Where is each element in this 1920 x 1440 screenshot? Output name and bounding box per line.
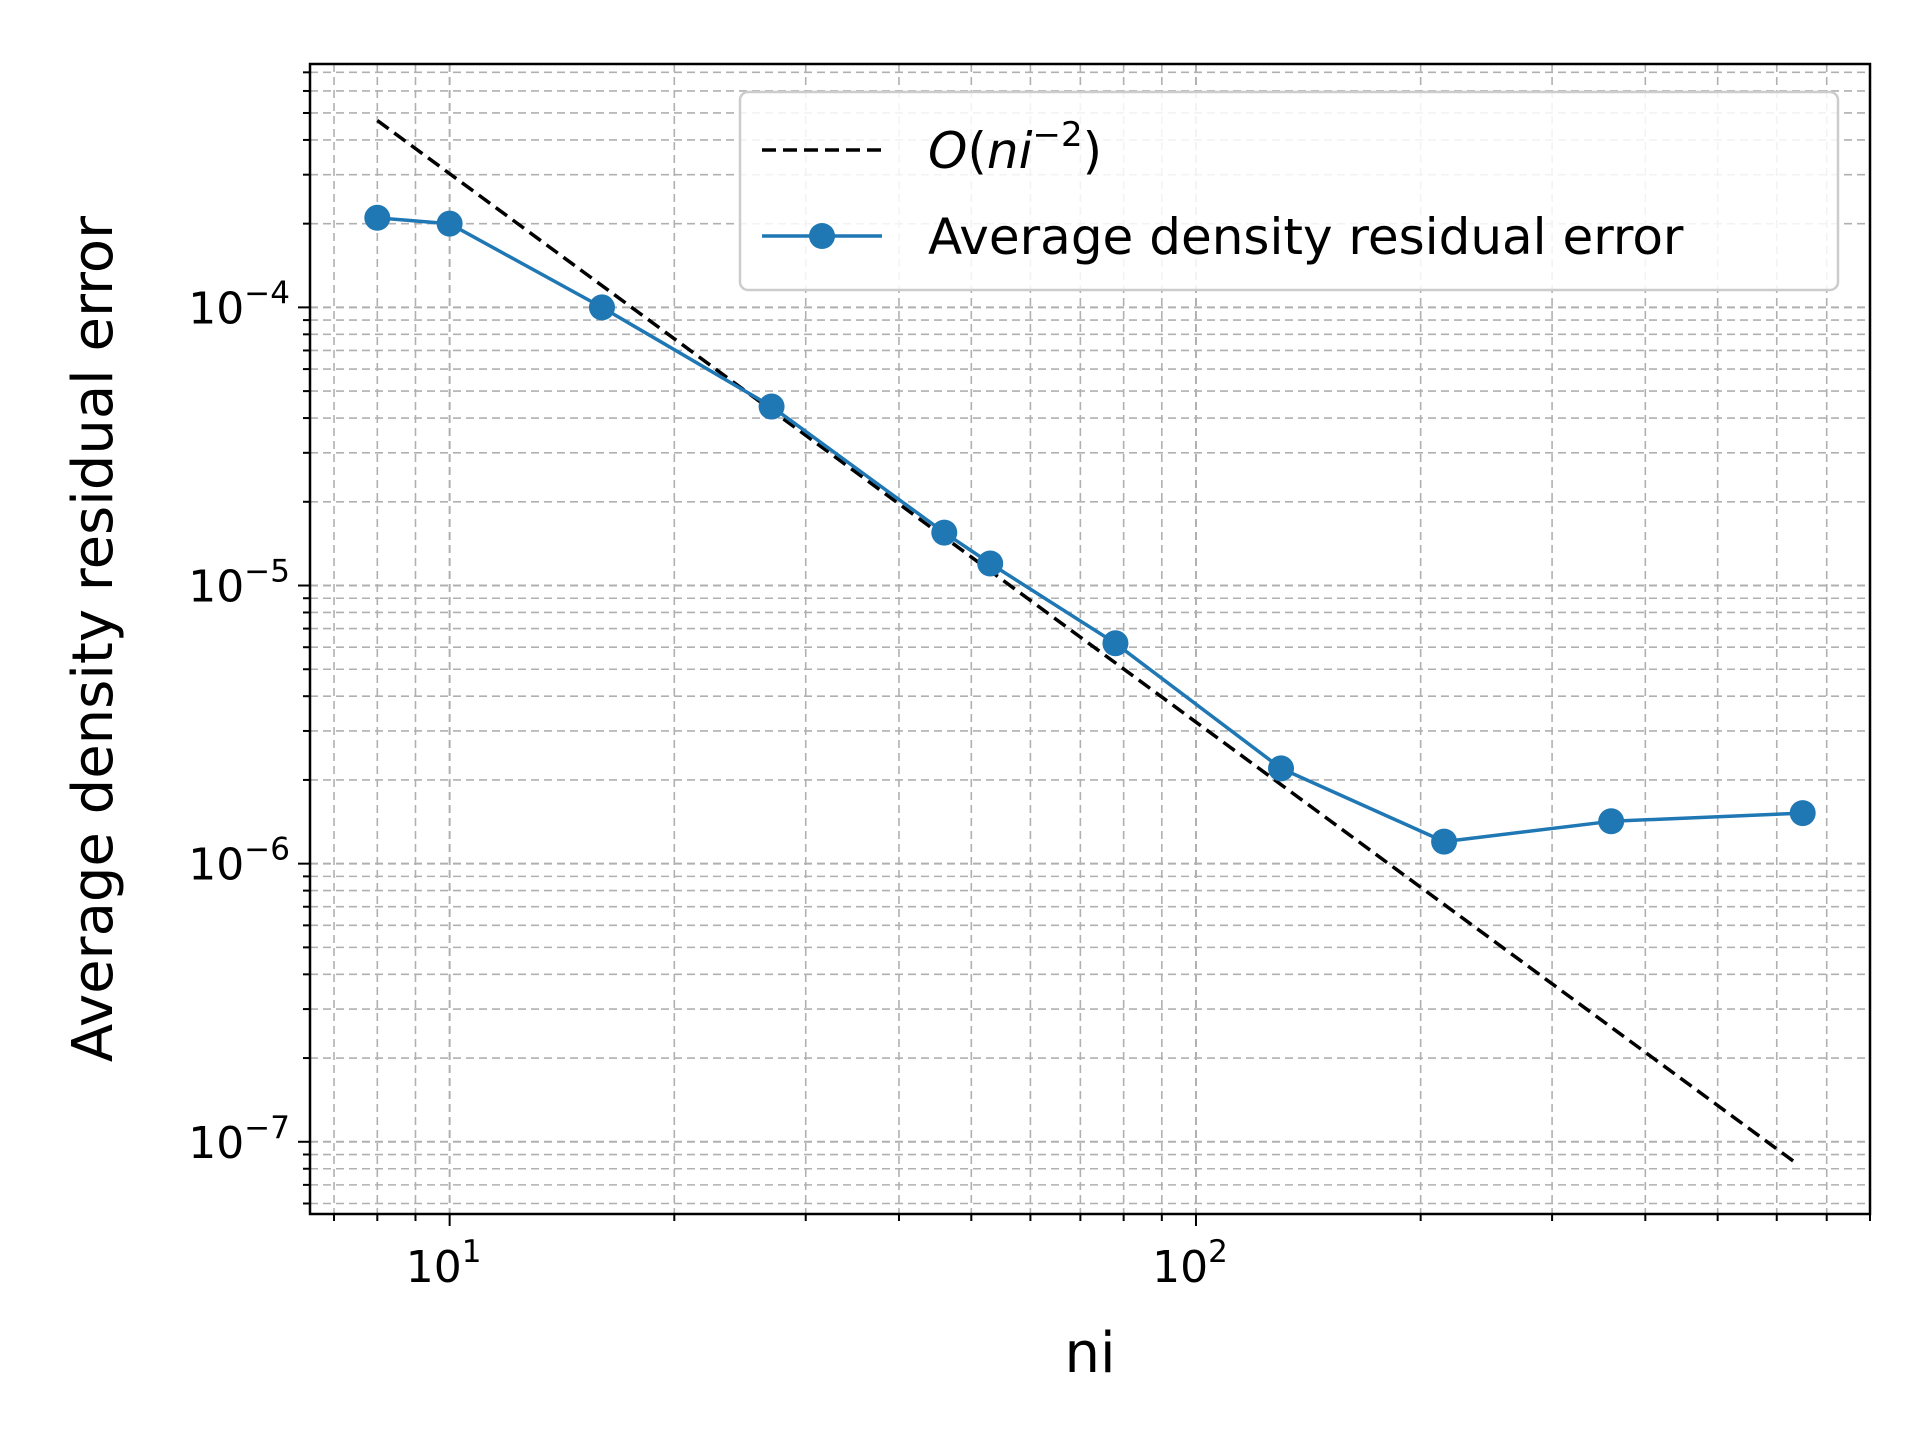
plot-frame (308, 62, 1872, 1216)
grid (310, 64, 1871, 1214)
y-axis-title: Average density residual error (61, 215, 126, 1062)
data-point-marker (588, 294, 615, 321)
y-tick-label: 10−4 (188, 275, 290, 334)
y-tick-label: 10−7 (188, 1110, 290, 1169)
x-axis-title: ni (1064, 1321, 1115, 1386)
data-point-marker (1431, 828, 1458, 855)
legend: O(ni−2) Average density residual error (738, 90, 1840, 292)
data-point-marker (931, 519, 958, 546)
data-point-marker (1268, 755, 1295, 782)
data-point-marker (977, 550, 1004, 577)
legend-marker-sample (809, 223, 835, 249)
x-tick-label: 102 (1152, 1234, 1228, 1293)
y-tick-label: 10−5 (188, 554, 290, 613)
data-point-marker (364, 204, 391, 231)
data-point-marker (1789, 800, 1816, 827)
data-point-marker (758, 393, 785, 420)
legend-label-reference-slope: O(ni−2) (928, 115, 1102, 180)
data-point-marker (1598, 808, 1625, 835)
data-point-marker (1102, 630, 1129, 657)
legend-label-average-density: Average density residual error (928, 208, 1684, 266)
y-tick-label: 10−6 (188, 832, 290, 891)
series-layer (364, 119, 1816, 1166)
legend-frame (738, 90, 1840, 292)
data-point-marker (436, 210, 463, 237)
axis-ticks: 101 102 10−4 10−5 10−6 10−7 (188, 71, 1871, 1293)
x-tick-label: 101 (406, 1234, 482, 1293)
